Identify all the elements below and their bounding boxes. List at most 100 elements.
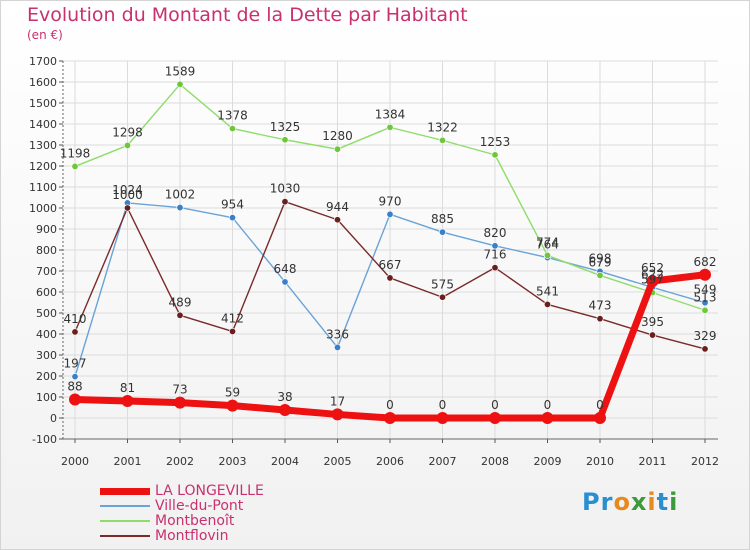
data-point-montbeno-t: [701, 306, 709, 314]
data-point-montbeno-t: [438, 136, 446, 144]
data-label-montflovin: 329: [694, 329, 717, 343]
proxiti-logo: Proxiti: [582, 488, 678, 516]
legend-swatch: [100, 520, 150, 522]
legend-label: Montflovin: [155, 528, 229, 544]
gridlines: [63, 60, 718, 440]
data-point-montflovin: [701, 345, 709, 353]
x-tick-label: 2000: [61, 455, 89, 468]
y-tick-label: 1600: [29, 76, 57, 89]
data-label-la-longeville: 81: [120, 381, 135, 395]
data-label-montbeno-t: 1280: [322, 129, 353, 143]
data-point-montbeno-t: [71, 162, 79, 170]
y-tick-label: 200: [36, 370, 57, 383]
data-label-montflovin: 575: [431, 277, 454, 291]
data-label-ville-du-pont: 820: [484, 226, 507, 240]
data-point-ville-du-pont: [491, 242, 499, 250]
data-point-montflovin: [648, 331, 656, 339]
data-label-montbeno-t: 1325: [270, 120, 301, 134]
series-layer: [69, 80, 711, 424]
data-label-la-longeville: 0: [596, 398, 604, 412]
data-point-ville-du-pont: [71, 373, 79, 381]
data-label-montflovin: 489: [169, 295, 192, 309]
y-tick-label: 0: [50, 412, 57, 425]
logo-letter: r: [600, 488, 614, 516]
data-label-montbeno-t: 1298: [112, 125, 143, 139]
x-tick-label: 2007: [429, 455, 457, 468]
y-tick-label: 1200: [29, 160, 57, 173]
data-label-montflovin: 395: [641, 315, 664, 329]
data-point-montbeno-t: [491, 151, 499, 159]
data-point-ville-du-pont: [438, 228, 446, 236]
data-label-ville-du-pont: 549: [694, 283, 717, 297]
data-point-montbeno-t: [543, 251, 551, 259]
data-point-montflovin: [543, 300, 551, 308]
data-label-montflovin: 473: [589, 299, 612, 313]
data-point-montflovin: [596, 315, 604, 323]
data-label-la-longeville: 88: [67, 380, 82, 394]
axes: [59, 60, 718, 443]
logo-letter: t: [656, 488, 670, 516]
data-point-ville-du-pont: [229, 214, 237, 222]
data-label-la-longeville: 17: [330, 394, 345, 408]
data-label-ville-du-pont: 197: [64, 357, 87, 371]
y-tick-label: 1000: [29, 202, 57, 215]
data-point-montflovin: [281, 198, 289, 206]
x-tick-label: 2002: [166, 455, 194, 468]
data-label-ville-du-pont: 970: [379, 194, 402, 208]
logo-letter: x: [630, 488, 648, 516]
data-point-la-longeville: [541, 412, 554, 424]
legend-label: Montbenoît: [155, 513, 235, 529]
data-point-montflovin: [71, 328, 79, 336]
legend-swatch: [100, 487, 150, 495]
data-point-montflovin: [229, 327, 237, 335]
data-label-la-longeville: 73: [172, 383, 187, 397]
data-label-montbeno-t: 513: [694, 290, 717, 304]
data-point-montbeno-t: [386, 123, 394, 131]
logo-letter: i: [647, 488, 657, 516]
x-tick-label: 2005: [324, 455, 352, 468]
data-point-montbeno-t: [596, 271, 604, 279]
data-label-montflovin: 716: [484, 248, 507, 262]
x-tick-label: 2004: [271, 455, 299, 468]
y-tick-label: 700: [36, 265, 57, 278]
data-point-la-longeville: [331, 408, 344, 421]
data-label-montflovin: 412: [221, 311, 244, 325]
data-label-montflovin: 410: [64, 312, 87, 326]
data-label-montbeno-t: 1378: [217, 109, 248, 123]
data-point-la-longeville: [174, 396, 186, 409]
data-label-ville-du-pont: 1002: [165, 188, 196, 202]
data-point-ville-du-pont: [281, 278, 289, 286]
data-point-ville-du-pont: [386, 210, 394, 218]
y-tick-label: 500: [36, 307, 57, 320]
data-label-ville-du-pont: 648: [274, 262, 297, 276]
y-tick-label: 800: [36, 244, 57, 257]
data-point-la-longeville: [69, 393, 81, 406]
data-point-montbeno-t: [333, 145, 341, 153]
data-point-montflovin: [491, 264, 499, 272]
data-point-montflovin: [438, 293, 446, 301]
data-point-montflovin: [386, 274, 394, 282]
data-label-montflovin: 1000: [112, 188, 143, 202]
data-point-ville-du-pont: [701, 299, 709, 307]
logo-letter: i: [669, 488, 679, 516]
data-point-la-longeville: [489, 412, 501, 424]
data-label-ville-du-pont: 698: [589, 251, 612, 265]
data-labels-layer: 197 1024 1002 954 648 336 970 885 820 764 698 622 54…: [60, 64, 717, 412]
y-tick-label: 400: [36, 328, 57, 341]
data-label-la-longeville: 0: [439, 398, 447, 412]
data-point-la-longeville: [384, 412, 396, 424]
data-label-la-longeville: 0: [491, 398, 499, 412]
data-point-montflovin: [124, 204, 132, 212]
y-tick-label: 100: [36, 391, 57, 404]
data-label-la-longeville: 652: [641, 261, 664, 275]
data-label-la-longeville: 59: [225, 386, 240, 400]
data-point-montflovin: [176, 311, 184, 319]
data-point-montbeno-t: [124, 141, 132, 149]
x-tick-label: 2006: [376, 455, 404, 468]
data-label-montbeno-t: 1198: [60, 146, 91, 160]
data-label-montbeno-t: 597: [641, 273, 664, 287]
data-point-la-longeville: [646, 275, 659, 288]
legend-label: Ville-du-Pont: [155, 498, 244, 514]
